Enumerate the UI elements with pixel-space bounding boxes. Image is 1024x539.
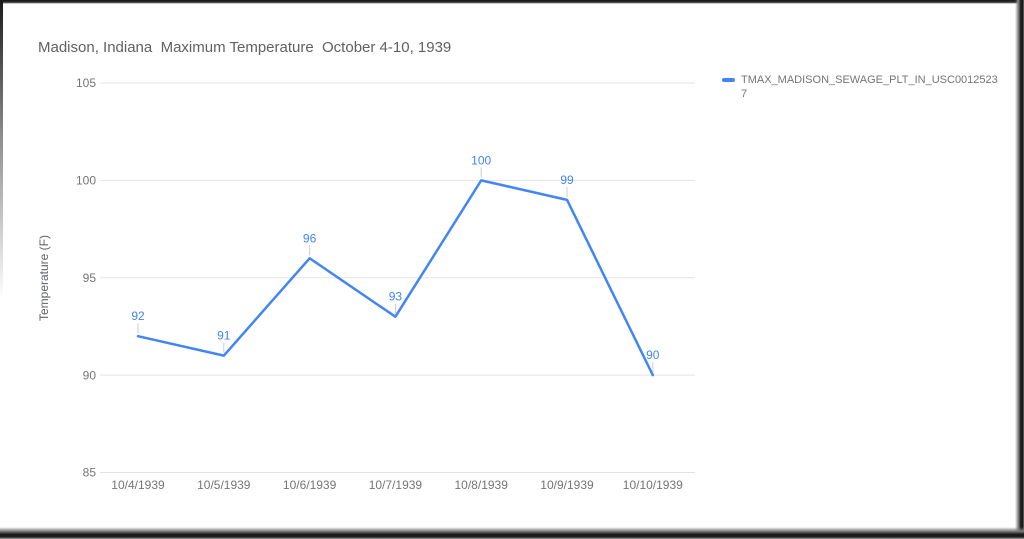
x-tick-label-3: 10/7/1939	[369, 478, 423, 492]
x-tick-label-0: 10/4/1939	[111, 478, 165, 492]
data-point-label-0: 92	[131, 309, 145, 323]
legend: TMAX_MADISON_SEWAGE_PLT_IN_USC00125237	[722, 73, 1001, 101]
data-point-label-5: 99	[560, 173, 574, 187]
screenshot-border-bottom	[0, 527, 1024, 539]
data-point-label-4: 100	[471, 153, 491, 167]
x-tick-label-2: 10/6/1939	[283, 478, 337, 492]
x-tick-label-6: 10/10/1939	[623, 478, 683, 492]
series-line	[136, 179, 655, 377]
screenshot-border-right	[1015, 0, 1024, 539]
chart-title: Madison, Indiana Maximum Temperature Oct…	[38, 39, 452, 56]
data-point-label-6: 90	[646, 348, 660, 362]
legend-series-marker-icon	[722, 78, 735, 82]
y-tick-label-90: 90	[83, 368, 97, 382]
data-point-label-2: 96	[303, 231, 317, 245]
x-tick-label-5: 10/9/1939	[540, 478, 594, 492]
screenshot-border-left	[0, 0, 3, 300]
legend-series-label: TMAX_MADISON_SEWAGE_PLT_IN_USC00125237	[741, 74, 998, 100]
data-point-label-3: 93	[389, 290, 403, 304]
y-tick-label-105: 105	[76, 76, 96, 90]
x-tick-label-4: 10/8/1939	[455, 478, 509, 492]
data-point-label-1: 91	[217, 329, 231, 343]
x-tick-label-1: 10/5/1939	[197, 478, 251, 492]
y-tick-label-85: 85	[83, 466, 97, 480]
screenshot-border-top	[0, 0, 1024, 4]
y-tick-label-95: 95	[83, 271, 97, 285]
y-tick-label-100: 100	[76, 174, 96, 188]
